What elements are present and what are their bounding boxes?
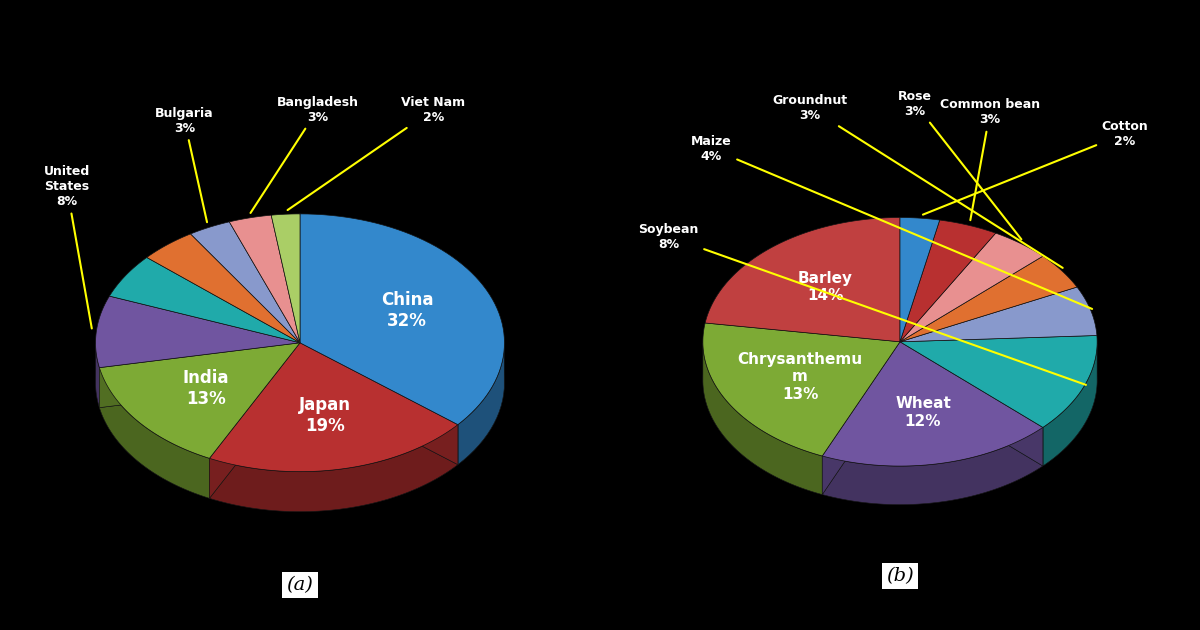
Polygon shape [900, 233, 1043, 342]
Polygon shape [210, 343, 458, 472]
Polygon shape [210, 343, 300, 498]
Polygon shape [191, 222, 300, 343]
Polygon shape [96, 344, 100, 408]
Text: Barley
14%: Barley 14% [798, 271, 853, 303]
Polygon shape [100, 343, 300, 459]
Polygon shape [1043, 344, 1097, 466]
Polygon shape [300, 343, 458, 465]
Polygon shape [900, 220, 996, 342]
Polygon shape [210, 343, 300, 498]
Polygon shape [703, 323, 900, 456]
Polygon shape [900, 217, 940, 342]
Polygon shape [100, 343, 300, 408]
Text: Soybean
8%: Soybean 8% [638, 222, 1086, 385]
Text: Maize
4%: Maize 4% [691, 135, 1092, 309]
Text: Rose
3%: Rose 3% [898, 89, 1021, 239]
Polygon shape [210, 425, 458, 512]
Text: Bangladesh
3%: Bangladesh 3% [251, 96, 359, 213]
Text: India
13%: India 13% [182, 369, 229, 408]
Polygon shape [100, 368, 210, 498]
Polygon shape [300, 214, 504, 425]
Polygon shape [100, 343, 300, 408]
Polygon shape [900, 342, 1043, 466]
Text: United
States
8%: United States 8% [43, 165, 91, 328]
Text: Wheat
12%: Wheat 12% [895, 396, 950, 428]
Ellipse shape [703, 256, 1097, 505]
Polygon shape [300, 343, 458, 465]
Polygon shape [900, 342, 1043, 466]
Polygon shape [822, 342, 1043, 466]
Polygon shape [96, 296, 300, 368]
Text: Cotton
2%: Cotton 2% [923, 120, 1148, 215]
Text: Bulgaria
3%: Bulgaria 3% [155, 106, 214, 222]
Polygon shape [703, 343, 822, 495]
Text: Common bean
3%: Common bean 3% [940, 98, 1040, 220]
Text: (b): (b) [886, 567, 914, 585]
Text: Chrysanthemu
m
13%: Chrysanthemu m 13% [738, 352, 863, 402]
Polygon shape [271, 214, 300, 343]
Text: Viet Nam
2%: Viet Nam 2% [288, 96, 466, 210]
Ellipse shape [96, 254, 504, 512]
Text: Japan
19%: Japan 19% [299, 396, 350, 435]
Polygon shape [822, 427, 1043, 505]
Polygon shape [900, 256, 1076, 342]
Text: China
32%: China 32% [380, 292, 433, 330]
Polygon shape [458, 348, 504, 465]
Text: (a): (a) [287, 576, 313, 594]
Polygon shape [822, 342, 900, 495]
Polygon shape [900, 336, 1097, 427]
Polygon shape [229, 215, 300, 343]
Polygon shape [706, 217, 900, 342]
Polygon shape [109, 258, 300, 343]
Polygon shape [900, 287, 1097, 342]
Polygon shape [146, 234, 300, 343]
Text: Groundnut
3%: Groundnut 3% [773, 94, 1063, 268]
Polygon shape [822, 342, 900, 495]
